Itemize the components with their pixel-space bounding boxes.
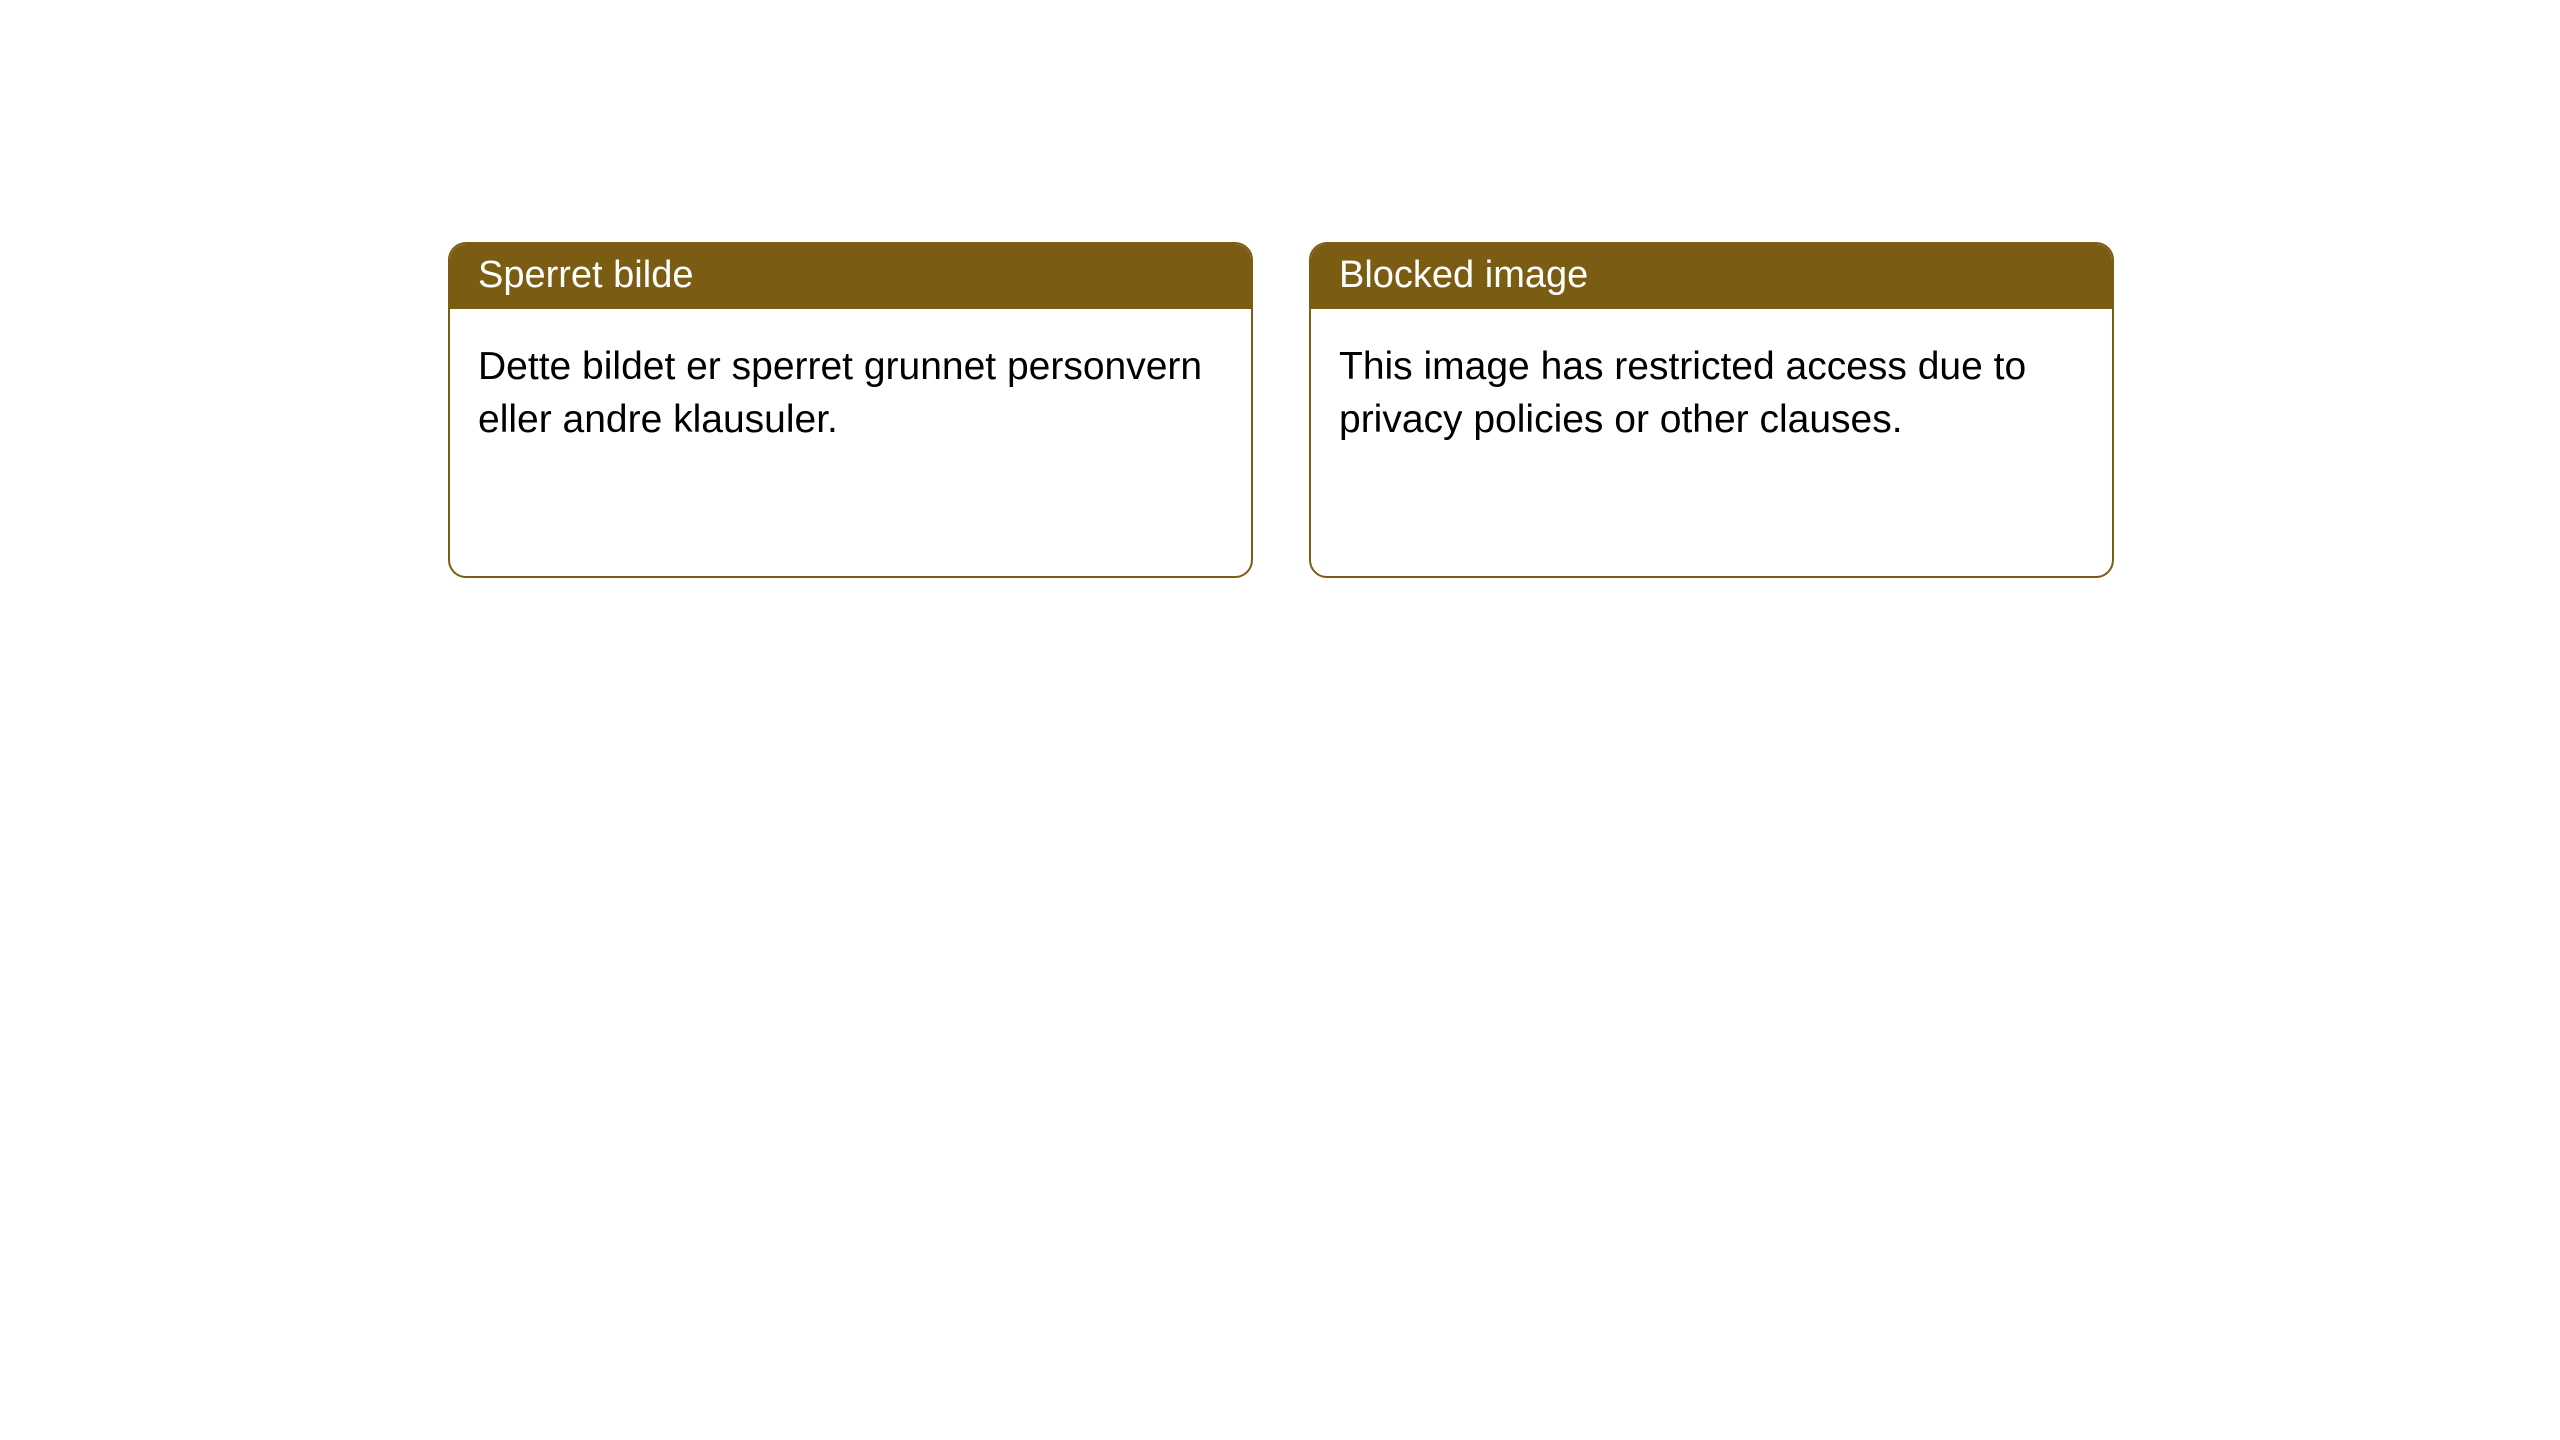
card-title: Sperret bilde: [478, 254, 693, 296]
card-title: Blocked image: [1339, 254, 1588, 296]
cards-container: Sperret bilde Dette bildet er sperret gr…: [0, 0, 2560, 578]
card-body-text: This image has restricted access due to …: [1339, 345, 2026, 441]
blocked-image-card-en: Blocked image This image has restricted …: [1309, 242, 2114, 578]
card-header: Sperret bilde: [450, 244, 1251, 309]
card-body-text: Dette bildet er sperret grunnet personve…: [478, 345, 1202, 441]
card-header: Blocked image: [1311, 244, 2112, 309]
card-body: Dette bildet er sperret grunnet personve…: [450, 309, 1251, 478]
blocked-image-card-no: Sperret bilde Dette bildet er sperret gr…: [448, 242, 1253, 578]
card-body: This image has restricted access due to …: [1311, 309, 2112, 478]
